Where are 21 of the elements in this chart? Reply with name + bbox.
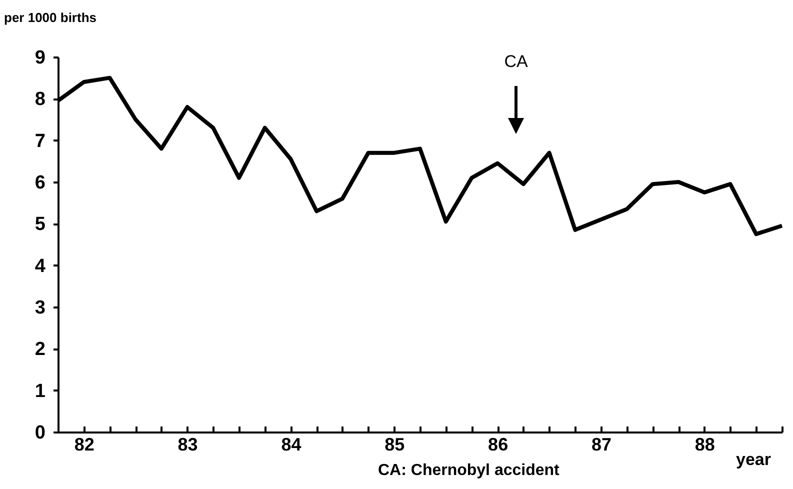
y-tick-label: 4 <box>34 256 46 277</box>
y-tick-label: 5 <box>34 214 46 236</box>
y-tick-label: 1 <box>34 380 46 402</box>
text: CA: Chernobyl accident <box>378 462 560 480</box>
x-tick-label: 82 <box>74 434 94 454</box>
y-tick-label: 7 <box>34 130 46 152</box>
x-tick-label: 86 <box>488 434 508 454</box>
y-tick-label: 9 <box>34 48 46 68</box>
x-tick-label: 85 <box>384 434 405 454</box>
y-tick-label: 3 <box>34 298 46 318</box>
x-tick-label: 88 <box>694 434 715 454</box>
annotation: CA <box>504 52 528 72</box>
x-axis-title: year <box>736 450 771 470</box>
x-tick-label: 87 <box>591 434 612 454</box>
y-tick-label: 2 <box>34 339 46 360</box>
y-tick-label: 0 <box>34 422 46 444</box>
y-tick-label: 6 <box>34 172 46 194</box>
y-axis-title: per 1000 births <box>4 10 96 25</box>
x-tick-label: 83 <box>178 434 198 454</box>
y-tick-label: 8 <box>34 89 46 110</box>
x-tick-label: 84 <box>281 434 302 454</box>
